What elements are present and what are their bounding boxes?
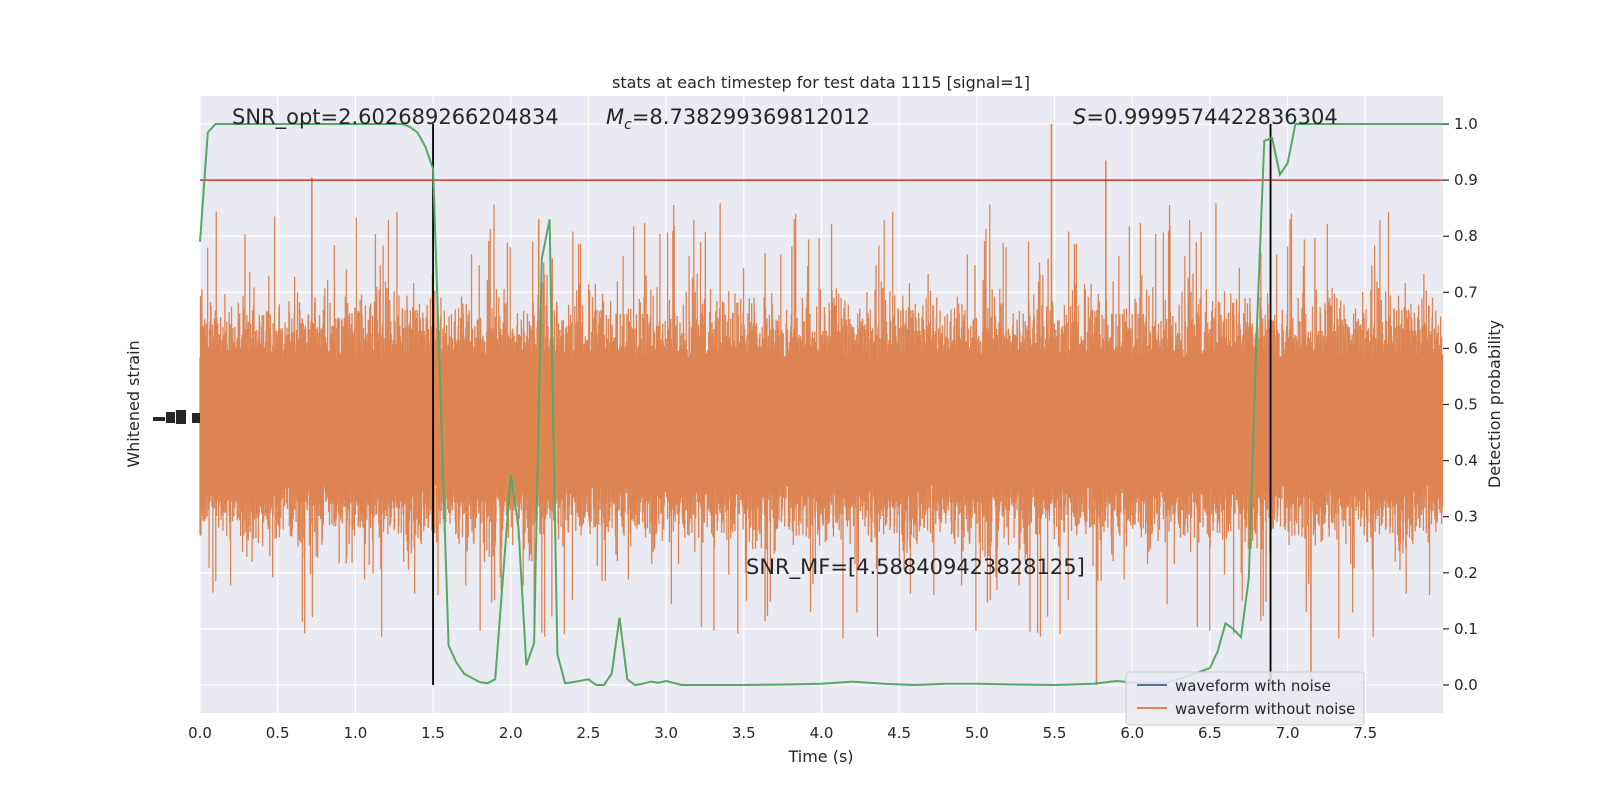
x-tick-label: 5.5 xyxy=(1043,724,1067,742)
x-tick-label: 0.0 xyxy=(188,724,212,742)
x-tick-label: 3.5 xyxy=(732,724,756,742)
y-tick-label: 0.0 xyxy=(1454,676,1478,694)
y-tick-label: 0.9 xyxy=(1454,171,1478,189)
x-tick-label: 4.5 xyxy=(887,724,911,742)
y-axis-ticks: 0.0 0.1 0.2 0.3 0.4 0.5 0.6 0.7 0.8 0.9 1.0 xyxy=(1443,115,1478,694)
x-tick-label: 1.5 xyxy=(421,724,445,742)
legend-label-without-noise: waveform without noise xyxy=(1175,700,1355,718)
snr-mf-annotation: SNR_MF=[4.588409423828125] xyxy=(746,555,1085,580)
legend-label-with-noise: waveform with noise xyxy=(1175,677,1331,695)
y-tick-label: 1.0 xyxy=(1454,115,1478,133)
x-tick-label: 3.0 xyxy=(654,724,678,742)
legend-box xyxy=(1125,671,1365,726)
strain-series xyxy=(199,124,1444,691)
x-tick-label: 1.0 xyxy=(343,724,367,742)
x-axis-label: Time (s) xyxy=(787,747,853,766)
x-tick-label: 7.5 xyxy=(1353,724,1377,742)
chart-title: stats at each timestep for test data 111… xyxy=(612,73,1030,92)
left-axis-ticks xyxy=(153,410,200,424)
reference-lines xyxy=(200,124,1443,685)
x-tick-label: 0.5 xyxy=(266,724,290,742)
y-tick-label: 0.8 xyxy=(1454,227,1478,245)
left-y-axis-label: Whitened strain xyxy=(124,340,143,467)
x-tick-label: 6.5 xyxy=(1198,724,1222,742)
x-tick-label: 6.0 xyxy=(1120,724,1144,742)
detection-series xyxy=(199,123,1443,687)
strain-waveform xyxy=(199,203,1444,639)
detection-probability-line xyxy=(199,123,1443,687)
y-tick-label: 0.7 xyxy=(1454,283,1478,301)
y-tick-label: 0.3 xyxy=(1454,508,1478,526)
x-tick-label: 2.0 xyxy=(499,724,523,742)
snr-opt-annotation: SNR_opt=2.602689266204834 xyxy=(232,105,559,130)
x-tick-label: 7.0 xyxy=(1276,724,1300,742)
y-tick-label: 0.1 xyxy=(1454,620,1478,638)
right-y-axis-label: Detection probability xyxy=(1485,320,1504,488)
score-annotation: S=0.9999574422836304 xyxy=(1073,105,1338,129)
x-axis-ticks: 0.0 0.5 1.0 1.5 2.0 2.5 3.0 3.5 4.0 4.5 5.0 5.5 6.0 6… xyxy=(188,724,1377,742)
y-tick-label: 0.6 xyxy=(1454,339,1478,357)
y-tick-label: 0.4 xyxy=(1454,452,1478,470)
legend: waveform with noise waveform without noi… xyxy=(1125,671,1365,726)
y-tick-label: 0.2 xyxy=(1454,564,1478,582)
x-tick-label: 5.0 xyxy=(965,724,989,742)
x-tick-label: 2.5 xyxy=(577,724,601,742)
y-tick-label: 0.5 xyxy=(1454,396,1478,414)
x-tick-label: 4.0 xyxy=(810,724,834,742)
chirp-mass-annotation: Mc=8.738299369812012 xyxy=(606,105,870,133)
